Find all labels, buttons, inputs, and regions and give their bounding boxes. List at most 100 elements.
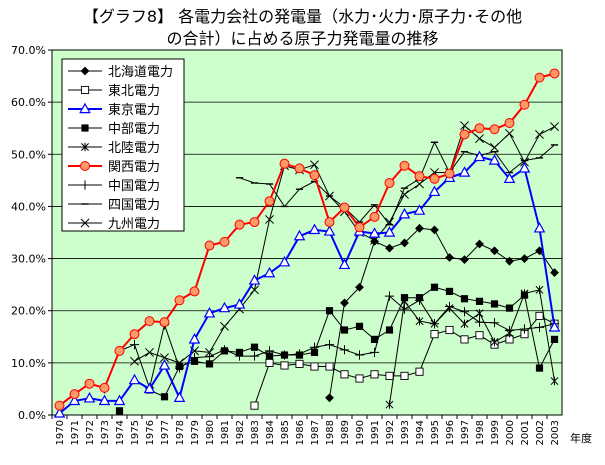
data-point (53, 407, 66, 418)
data-point (490, 300, 499, 308)
data-point (205, 360, 214, 368)
data-point (249, 351, 260, 361)
legend-label: 四国電力 (108, 198, 160, 213)
x-tick-label: 1984 (265, 420, 276, 445)
data-point (384, 291, 395, 301)
data-point (144, 316, 155, 327)
data-point (294, 163, 305, 174)
data-point (458, 166, 471, 177)
data-point (415, 223, 424, 233)
data-point (550, 122, 559, 132)
x-tick-label: 2000 (505, 420, 516, 445)
data-point (385, 371, 394, 380)
legend-item: 北海道電力 (68, 65, 173, 80)
x-tick-label: 1986 (295, 420, 306, 445)
data-point (99, 382, 110, 393)
data-point (400, 297, 409, 306)
legend-label: 関西電力 (108, 160, 160, 175)
data-point (279, 350, 290, 360)
data-point (129, 329, 140, 340)
data-point (265, 215, 274, 224)
legend-label: 九州電力 (108, 217, 160, 232)
data-point (475, 297, 484, 305)
x-tick-label: 1993 (400, 420, 411, 445)
data-point (175, 358, 184, 368)
x-tick-label: 1989 (340, 420, 351, 445)
data-point (550, 268, 559, 278)
data-point (474, 317, 485, 327)
data-point (444, 168, 455, 179)
data-point (80, 218, 90, 228)
data-point (189, 353, 200, 363)
data-point (128, 373, 141, 385)
data-point (340, 326, 349, 334)
data-point (234, 219, 245, 230)
data-point (233, 298, 246, 309)
data-point (400, 238, 409, 248)
data-point (415, 179, 424, 189)
data-point (325, 307, 334, 315)
data-point (219, 236, 230, 247)
data-point (535, 311, 544, 320)
x-tick-label: 1977 (160, 420, 171, 445)
data-point (324, 217, 335, 228)
data-point (340, 298, 349, 308)
data-point (204, 352, 215, 362)
data-point (280, 361, 289, 370)
data-point (325, 393, 334, 403)
data-point (459, 307, 470, 317)
series-line (149, 286, 555, 398)
data-point (80, 66, 90, 76)
data-point (368, 227, 381, 238)
data-point (188, 333, 201, 344)
data-point (475, 239, 484, 249)
data-point (505, 128, 514, 138)
data-point (385, 217, 394, 227)
data-point (400, 371, 409, 380)
data-point (475, 309, 484, 318)
data-point (114, 345, 125, 356)
x-tick-label: 1985 (280, 420, 291, 445)
data-point (295, 359, 304, 368)
data-point (428, 185, 441, 197)
data-point (445, 287, 454, 296)
data-point (460, 319, 469, 328)
series-3 (53, 150, 561, 418)
data-point (219, 345, 230, 355)
data-point (249, 217, 260, 228)
legend-item: 中部電力 (68, 122, 160, 137)
data-point (129, 340, 140, 350)
legend-label: 北陸電力 (108, 140, 160, 156)
data-point (160, 393, 169, 401)
x-tick-label: 1982 (235, 420, 246, 445)
series-line (329, 227, 555, 398)
data-point (174, 295, 185, 306)
legend-item: 九州電力 (68, 217, 160, 232)
legend-label: 北海道電力 (108, 65, 173, 80)
data-point (414, 295, 425, 305)
x-tick-label: 1972 (85, 420, 96, 445)
data-point (460, 335, 469, 344)
data-point (204, 240, 215, 251)
y-tick-label: 10.0% (11, 357, 46, 370)
data-point (80, 85, 90, 95)
data-point (520, 254, 529, 263)
data-point (399, 304, 410, 314)
data-point (518, 162, 531, 173)
data-point (220, 321, 229, 331)
x-tick-label: 1992 (385, 420, 396, 445)
legend-label: 中部電力 (108, 122, 160, 137)
data-point (429, 173, 440, 184)
legend-item: 東京電力 (68, 102, 160, 118)
series-line (58, 155, 556, 415)
data-point (369, 211, 380, 222)
data-point (370, 236, 379, 246)
data-point (264, 346, 275, 356)
y-tick-label: 30.0% (11, 253, 46, 266)
data-point (113, 394, 126, 406)
data-point (308, 223, 321, 235)
data-point (489, 318, 500, 328)
data-point (83, 391, 96, 403)
